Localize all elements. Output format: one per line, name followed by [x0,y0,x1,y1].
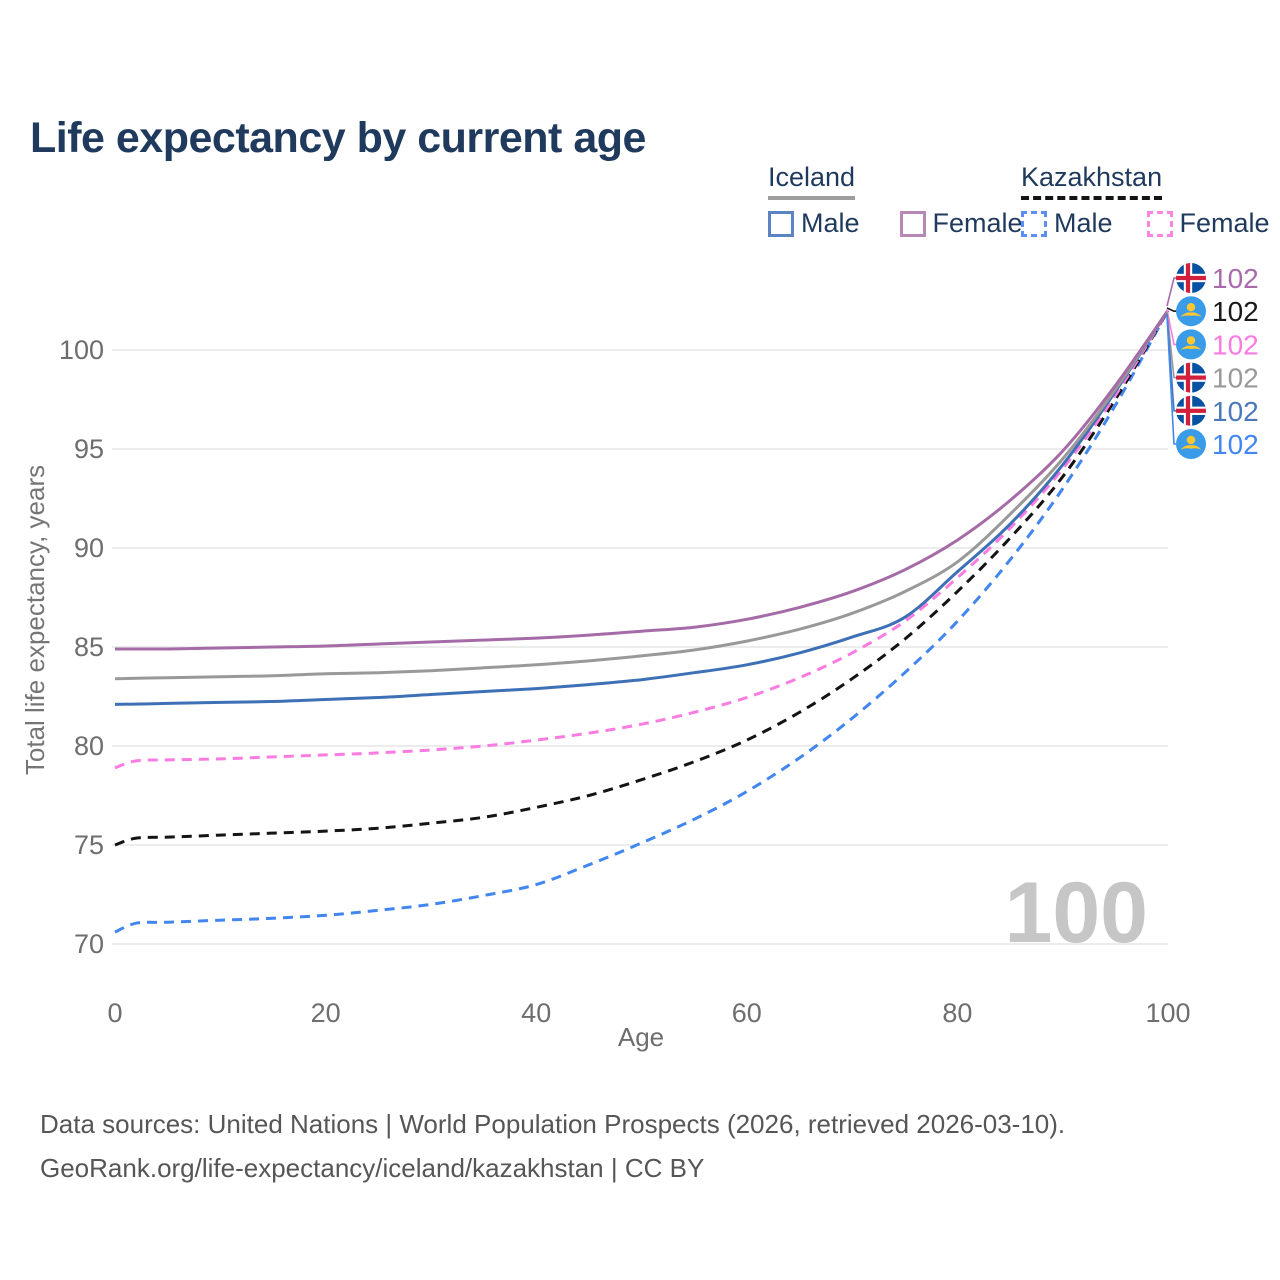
footer-data-sources: Data sources: United Nations | World Pop… [40,1109,1066,1139]
legend-label: Female [932,208,1023,238]
legend-row-iceland: Male Female [768,208,1023,239]
iceland-flag-icon [1176,263,1206,293]
y-tick-label: 100 [59,335,104,365]
kazakhstan-flag-icon [1176,429,1206,459]
legend-item-iceland-male[interactable]: Male [768,208,860,239]
y-tick-label: 80 [74,731,104,761]
end-value-label: 102 [1212,363,1259,394]
kazakhstan-flag-icon [1176,296,1206,327]
y-tick-label: 95 [74,434,104,464]
end-value-label: 102 [1212,263,1259,294]
series-line-kazakhstan-female[interactable] [114,309,1170,770]
legend-row-kazakhstan: Male Female [1021,208,1270,239]
y-axis-title: Total life expectancy, years [20,465,50,775]
end-value-label: 102 [1212,396,1259,427]
legend-item-kazakhstan-male[interactable]: Male [1021,208,1113,239]
end-value-label: 102 [1212,296,1259,327]
y-tick-label: 75 [74,830,104,860]
legend-label: Male [1054,208,1113,238]
end-value-label: 102 [1212,329,1259,360]
x-tick-label: 0 [107,998,122,1028]
iceland-female-swatch-icon [899,210,926,237]
y-tick-label: 90 [74,533,104,563]
iceland-flag-icon [1176,395,1206,426]
legend-label: Male [801,208,860,238]
kazakhstan-flag-icon [1176,329,1206,360]
kazakhstan-female-swatch-icon [1146,210,1173,237]
x-tick-label: 100 [1145,998,1190,1028]
iceland-flag-icon [1176,362,1206,393]
x-tick-label: 40 [521,998,551,1028]
legend-group-kazakhstan: Kazakhstan Male Female [1021,162,1270,239]
x-axis-title: Age [618,1022,664,1052]
legend-label: Female [1179,208,1270,238]
legend-item-iceland-female[interactable]: Female [899,208,1023,239]
page-title: Life expectancy by current age [30,113,646,162]
legend-item-kazakhstan-female[interactable]: Female [1146,208,1270,239]
legend-group-iceland: Iceland Male Female [768,162,1023,239]
y-tick-label: 85 [74,632,104,662]
legend-country-iceland[interactable]: Iceland [768,162,856,200]
x-tick-label: 60 [732,998,762,1028]
kazakhstan-male-swatch-icon [1021,210,1047,237]
age-counter: 100 [1005,865,1149,961]
grid-layer: 70 75 80 85 90 95 100 0 20 40 60 80 100 [59,335,1191,1028]
series-line-kazakhstan-total[interactable] [114,309,1170,847]
footer: Data sources: United Nations | World Pop… [40,1102,1065,1190]
legend-country-kazakhstan[interactable]: Kazakhstan [1021,162,1163,200]
iceland-male-swatch-icon [768,210,794,237]
x-tick-label: 20 [311,998,341,1028]
series-line-kazakhstan-male[interactable] [114,309,1170,934]
series-layer [114,309,1170,934]
end-value-label: 102 [1212,429,1259,460]
footer-attribution-link: GeoRank.org/life-expectancy/iceland/kaza… [40,1153,705,1183]
end-label-connector [1166,277,1177,307]
series-line-iceland-male[interactable] [114,309,1170,706]
y-tick-label: 70 [74,929,104,959]
series-line-iceland-total[interactable] [114,309,1170,681]
series-line-iceland-female[interactable] [114,309,1170,651]
x-tick-label: 80 [942,998,972,1028]
